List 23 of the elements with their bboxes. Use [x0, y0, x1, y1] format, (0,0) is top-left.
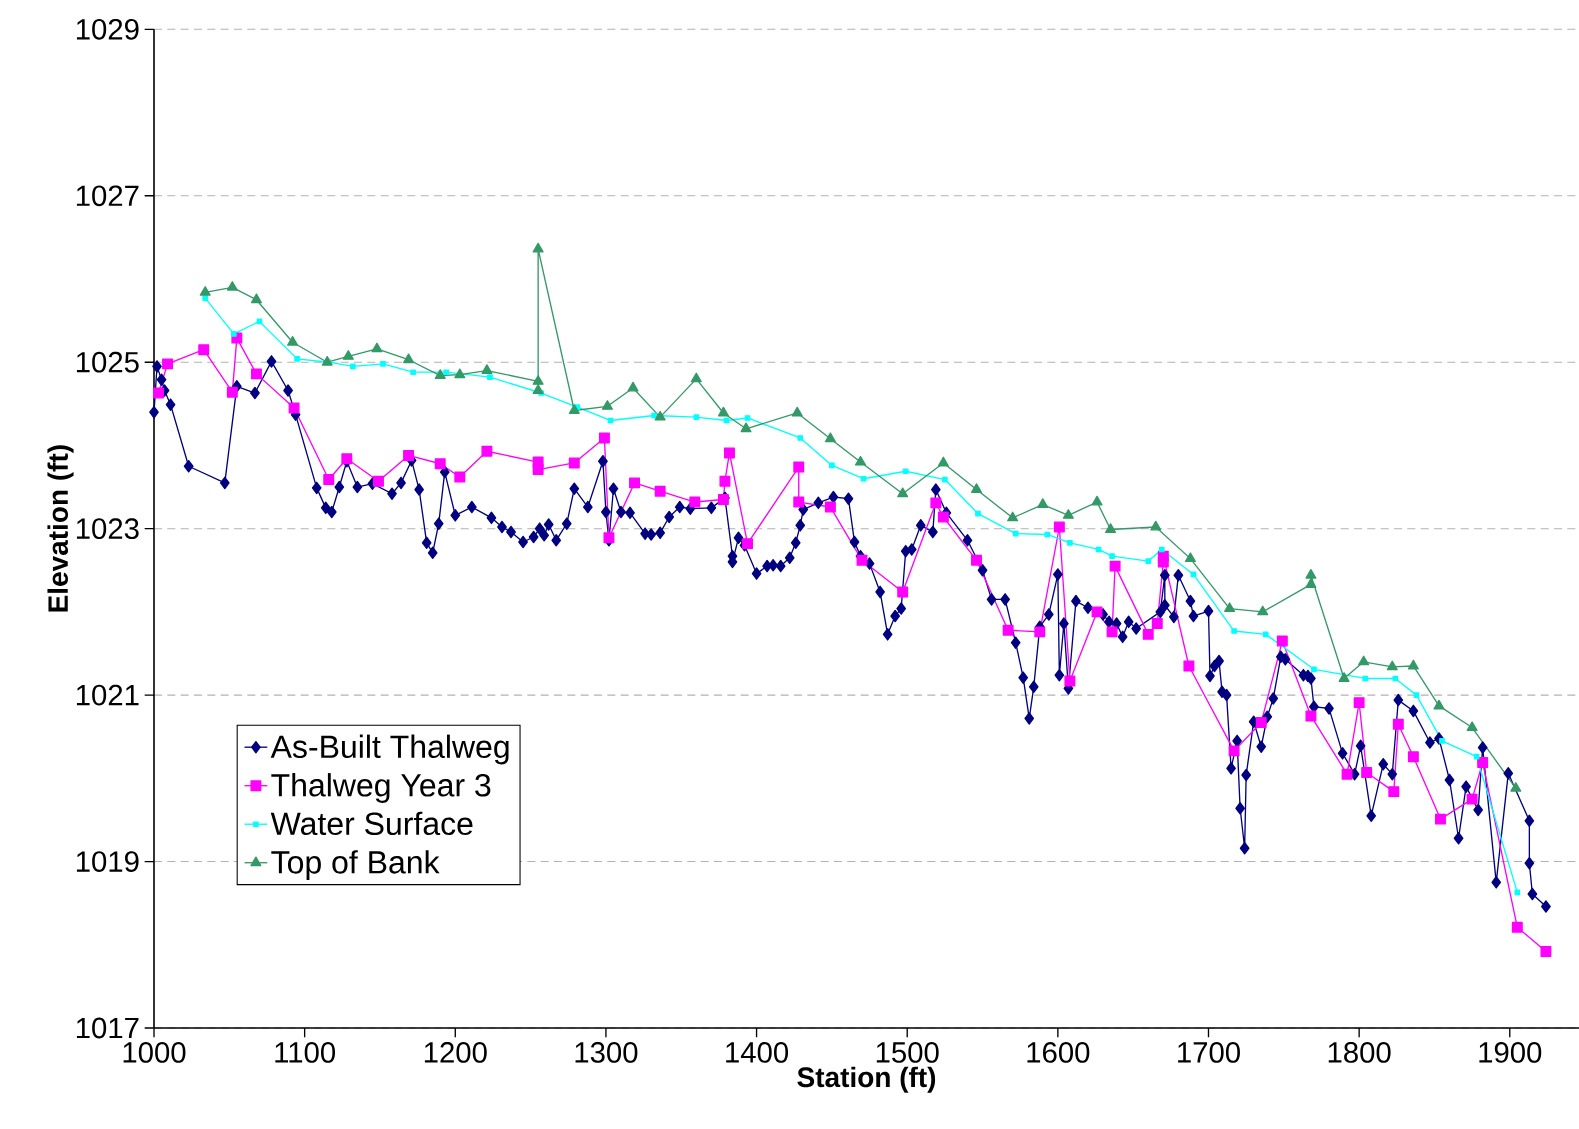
x-tick-label: 1500	[876, 1042, 939, 1063]
y-tick-label: 1025	[76, 351, 139, 373]
y-tick-label: 1021	[76, 684, 139, 706]
x-tick-label: 1600	[1027, 1042, 1090, 1063]
x-tick-label: 1100	[275, 1042, 336, 1063]
legend-label: As-Built Thalweg	[270, 734, 509, 765]
legend-label: Top of Bank	[271, 850, 440, 880]
y-axis-title: Elevation (ft)	[47, 445, 74, 612]
x-tick-label: 1400	[726, 1042, 789, 1063]
y-tick-label: 1029	[76, 18, 139, 40]
legend-label: Thalweg Year 3	[271, 773, 491, 803]
y-tick-label: 1019	[76, 851, 139, 872]
x-tick-label: 1900	[1479, 1042, 1542, 1063]
x-axis-title: Station (ft)	[797, 1066, 936, 1093]
x-tick-label: 1800	[1328, 1042, 1391, 1063]
x-tick-label: 1300	[575, 1042, 638, 1063]
y-tick-label: 1017	[76, 1017, 139, 1039]
y-tick-label: 1027	[76, 185, 139, 207]
legend-label: Water Surface	[270, 811, 473, 836]
y-tick-label: 1023	[76, 518, 139, 540]
x-tick-label: 1700	[1178, 1042, 1240, 1063]
x-tick-label: 1000	[123, 1042, 186, 1063]
x-tick-label: 1200	[424, 1042, 487, 1063]
